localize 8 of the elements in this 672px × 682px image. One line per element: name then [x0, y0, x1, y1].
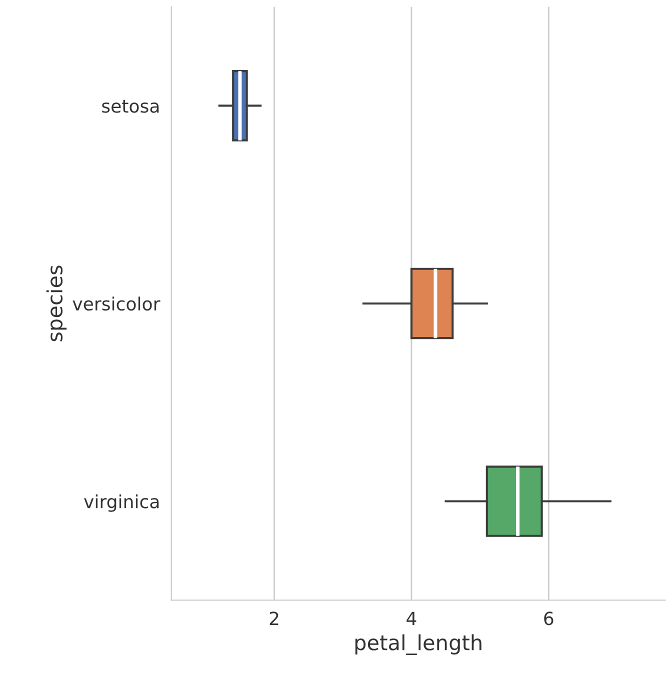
y-axis-title: species [46, 266, 67, 342]
x-tick-label: 2 [270, 612, 278, 625]
x-tick-label: 4 [406, 612, 416, 625]
y-tick-label: setosa [102, 100, 159, 113]
x-tick-label: 6 [544, 612, 554, 626]
x-axis-title: petal_length [355, 634, 482, 656]
y-tick-label: versicolor [72, 296, 160, 311]
y-tick-label: virginica [84, 494, 159, 512]
